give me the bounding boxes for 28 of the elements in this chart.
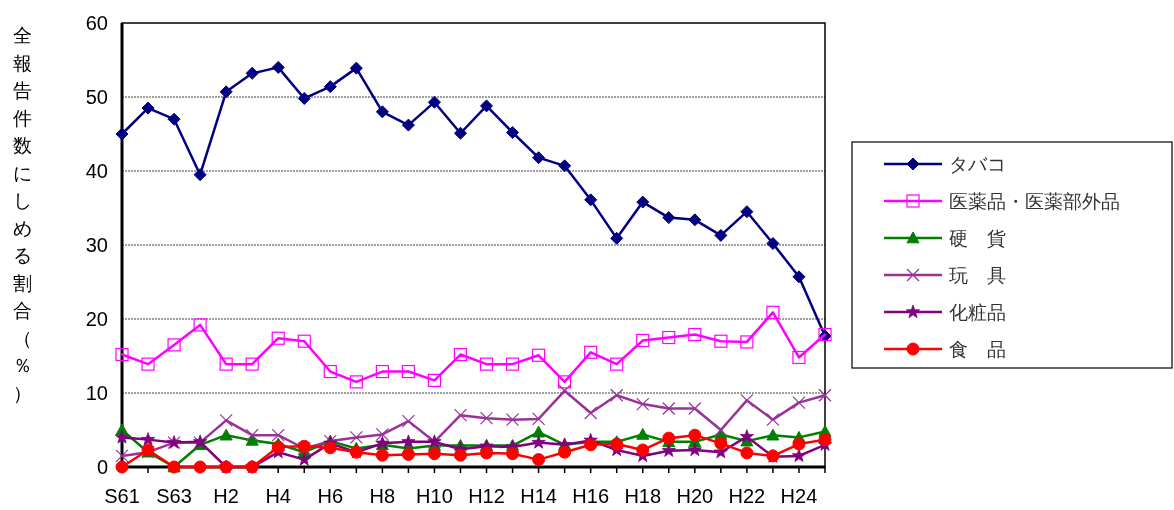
x-tick-label: H24 bbox=[780, 485, 818, 507]
x-tick-label: S63 bbox=[156, 485, 192, 507]
x-tick-label: H10 bbox=[416, 485, 453, 507]
y-tick-label: 20 bbox=[85, 308, 108, 330]
y-tick-label: 0 bbox=[96, 456, 108, 478]
x-tick-label: H14 bbox=[520, 485, 557, 507]
y-tick-label: 30 bbox=[85, 234, 108, 256]
x-tick-label: H4 bbox=[265, 485, 292, 507]
y-tick-label: 50 bbox=[85, 86, 108, 108]
x-tick-label: H22 bbox=[728, 485, 766, 507]
legend-label: タバコ bbox=[949, 153, 1006, 175]
legend-label: 玩 具 bbox=[949, 264, 1006, 286]
x-tick-label: H12 bbox=[468, 485, 505, 507]
legend-label: 医薬品・医薬部外品 bbox=[949, 190, 1120, 212]
x-tick-label: H18 bbox=[624, 485, 662, 507]
y-tick-label: 40 bbox=[85, 160, 108, 182]
x-tick-label: H6 bbox=[317, 485, 344, 507]
legend-label: 食 品 bbox=[949, 338, 1006, 360]
y-tick-label: 60 bbox=[85, 12, 108, 34]
x-tick-label: H16 bbox=[572, 485, 610, 507]
legend-label: 化粧品 bbox=[949, 301, 1006, 323]
y-axis-title: 全報告件数にしめる割合（％） bbox=[12, 24, 32, 404]
x-tick-label: H8 bbox=[369, 485, 396, 507]
x-tick-label: H2 bbox=[213, 485, 239, 507]
x-tick-label: S61 bbox=[104, 485, 140, 507]
y-tick-label: 10 bbox=[85, 382, 108, 404]
x-tick-label: H20 bbox=[676, 485, 714, 507]
legend-label: 硬 貨 bbox=[949, 227, 1006, 249]
